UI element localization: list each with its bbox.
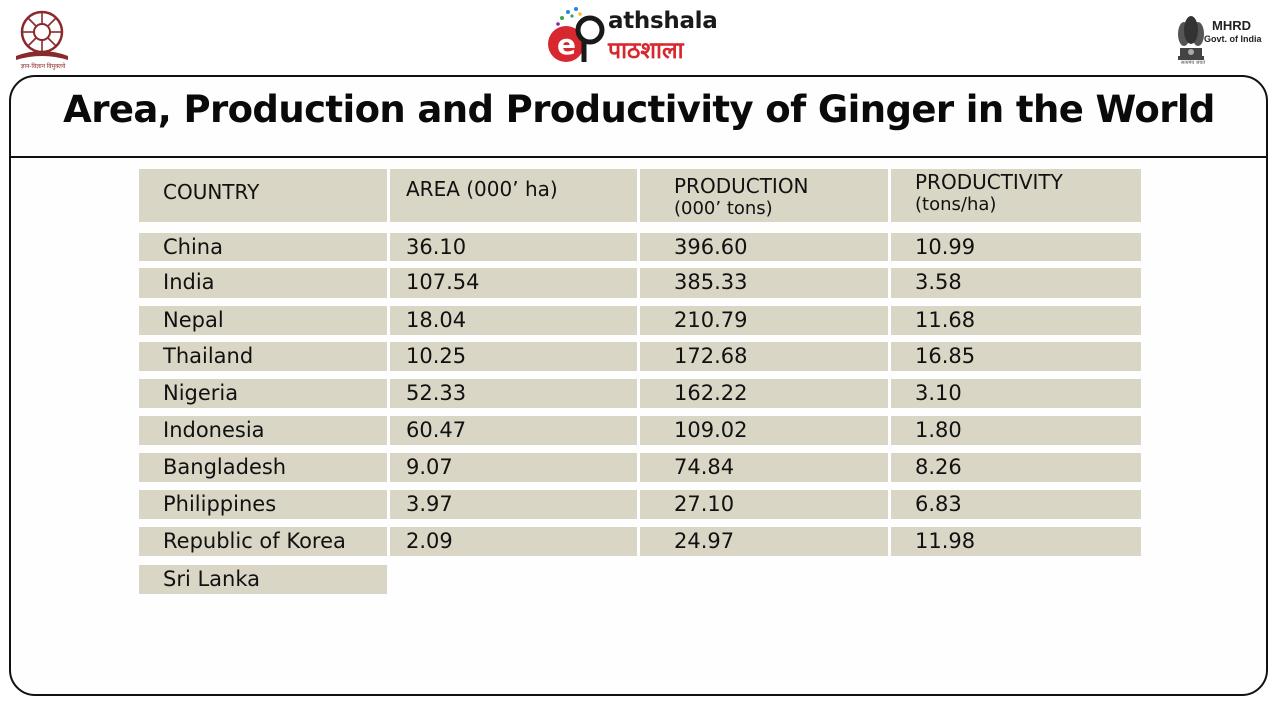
country-cell: Republic of Korea <box>139 527 387 556</box>
epathshala-logo-icon: e <box>548 7 605 62</box>
production-cell: 210.79 <box>640 306 888 335</box>
productivity-cell: 10.99 <box>891 233 1141 261</box>
country-cell: Indonesia <box>139 416 387 445</box>
epathshala-logo-text-hindi: पाठशाला <box>608 38 684 64</box>
title-divider <box>10 156 1268 158</box>
header-country: COUNTRY <box>139 169 387 222</box>
area-cell: 3.97 <box>390 490 637 519</box>
header-production: PRODUCTION (000’ tons) <box>640 169 888 222</box>
productivity-cell: 11.98 <box>891 527 1141 556</box>
production-cell: 27.10 <box>640 490 888 519</box>
area-cell: 60.47 <box>390 416 637 445</box>
productivity-cell: 8.26 <box>891 453 1141 482</box>
production-cell: 24.97 <box>640 527 888 556</box>
country-cell: India <box>139 268 387 298</box>
productivity-cell: 3.58 <box>891 268 1141 298</box>
slide-title: Area, Production and Productivity of Gin… <box>63 88 1215 131</box>
production-cell: 396.60 <box>640 233 888 261</box>
mhrd-title: MHRD <box>1212 18 1251 33</box>
area-cell: 107.54 <box>390 268 637 298</box>
country-cell: Nigeria <box>139 379 387 408</box>
area-cell: 9.07 <box>390 453 637 482</box>
production-cell: 109.02 <box>640 416 888 445</box>
productivity-cell: 6.83 <box>891 490 1141 519</box>
area-cell: 2.09 <box>390 527 637 556</box>
ugc-logo-caption: ज्ञान-विज्ञान विमुक्तये <box>20 64 66 70</box>
ugc-emblem-icon <box>16 10 68 60</box>
production-cell: 172.68 <box>640 342 888 371</box>
national-emblem-icon <box>1178 16 1204 60</box>
area-cell: 52.33 <box>390 379 637 408</box>
production-cell: 74.84 <box>640 453 888 482</box>
country-cell: Thailand <box>139 342 387 371</box>
header-area: AREA (000’ ha) <box>390 169 637 222</box>
productivity-cell: 1.80 <box>891 416 1141 445</box>
area-cell: 18.04 <box>390 306 637 335</box>
epathshala-logo-text-english: athshala <box>608 8 718 34</box>
production-cell: 385.33 <box>640 268 888 298</box>
productivity-cell: 11.68 <box>891 306 1141 335</box>
header-productivity: PRODUCTIVITY (tons/ha) <box>891 169 1141 222</box>
svg-text:e: e <box>557 28 576 61</box>
emblem-motto: सत्यमेव जयते <box>1180 60 1206 66</box>
mhrd-subtitle: Govt. of India <box>1204 34 1262 44</box>
country-cell: Philippines <box>139 490 387 519</box>
productivity-cell: 16.85 <box>891 342 1141 371</box>
country-cell: Bangladesh <box>139 453 387 482</box>
productivity-cell: 3.10 <box>891 379 1141 408</box>
country-cell: Nepal <box>139 306 387 335</box>
production-cell: 162.22 <box>640 379 888 408</box>
area-cell: 10.25 <box>390 342 637 371</box>
country-cell: China <box>139 233 387 261</box>
country-cell: Sri Lanka <box>139 565 387 594</box>
area-cell: 36.10 <box>390 233 637 261</box>
